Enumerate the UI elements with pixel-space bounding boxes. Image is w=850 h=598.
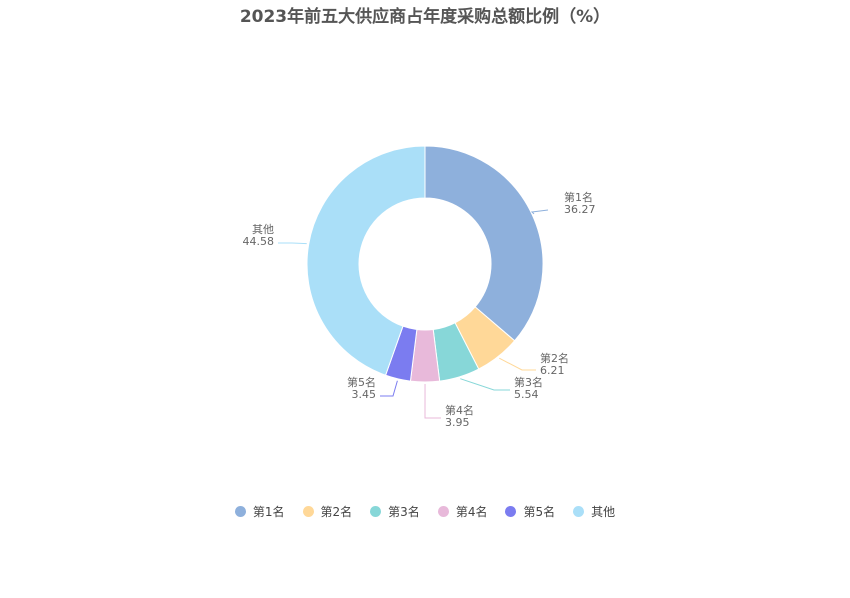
slice-label-value: 5.54	[514, 388, 539, 401]
leader-line-第2名	[499, 357, 536, 371]
slice-label-value: 36.27	[564, 203, 596, 216]
chart-legend: 第1名 第2名 第3名 第4名 第5名 其他	[0, 503, 850, 520]
slice-label-name: 第2名	[540, 351, 569, 365]
legend-item-第3名[interactable]: 第3名	[368, 503, 422, 520]
legend-item-第4名[interactable]: 第4名	[436, 503, 490, 520]
chart-title: 2023年前五大供应商占年度采购总额比例（%）	[239, 7, 611, 27]
legend-label: 第1名	[252, 505, 285, 519]
legend-label: 第5名	[523, 505, 556, 519]
slice-其他[interactable]	[306, 145, 426, 376]
leader-line-第1名	[530, 209, 549, 215]
leader-line-第5名	[380, 380, 398, 397]
slice-label-value: 3.95	[445, 416, 470, 429]
slice-label-name: 第5名	[347, 375, 376, 389]
legend-item-其他[interactable]: 其他	[571, 503, 617, 520]
legend-marker	[505, 506, 517, 517]
legend-item-第5名[interactable]: 第5名	[503, 503, 557, 520]
donut-slices	[306, 145, 544, 383]
slice-label-value: 3.45	[352, 388, 377, 401]
slice-label-value: 6.21	[540, 364, 565, 377]
legend-marker	[370, 506, 382, 517]
slice-label-value: 44.58	[243, 235, 275, 248]
slice-第1名[interactable]	[424, 145, 544, 342]
legend-label: 第2名	[320, 505, 353, 519]
slice-label-name: 其他	[252, 223, 274, 236]
legend-label: 第4名	[455, 505, 488, 519]
legend-marker	[573, 506, 585, 517]
legend-label: 第3名	[388, 505, 420, 519]
slice-label-name: 第4名	[445, 403, 474, 417]
legend-marker	[437, 506, 449, 517]
leader-line-其他	[278, 242, 307, 245]
slice-label-name: 第1名	[564, 190, 593, 204]
legend-marker	[234, 506, 246, 517]
slice-label-name: 第3名	[514, 375, 543, 389]
leader-line-第4名	[424, 383, 441, 419]
legend-item-第1名[interactable]: 第1名	[233, 503, 287, 520]
leader-line-第3名	[460, 378, 510, 391]
legend-marker	[302, 506, 314, 517]
legend-label: 其他	[591, 505, 616, 519]
legend-item-第2名[interactable]: 第2名	[301, 503, 355, 520]
